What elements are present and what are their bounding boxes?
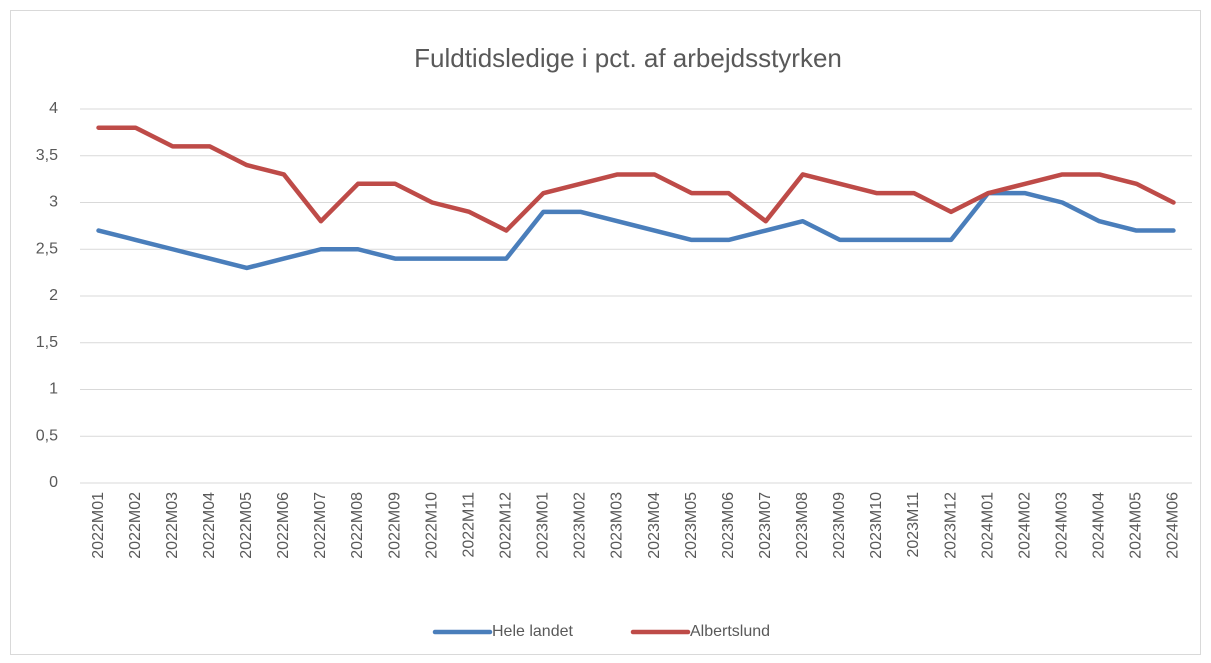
x-tick-label: 2023M08	[794, 492, 811, 559]
y-tick-label: 4	[49, 100, 58, 117]
y-tick-label: 3,5	[36, 147, 58, 164]
y-tick-label: 2	[49, 287, 58, 304]
x-tick-label: 2023M06	[720, 492, 737, 559]
x-tick-label: 2024M05	[1128, 492, 1145, 559]
series-line	[96, 125, 1176, 233]
x-tick-label: 2022M12	[497, 492, 514, 559]
x-tick-label: 2022M09	[386, 492, 403, 559]
x-tick-label: 2022M08	[349, 492, 366, 559]
x-tick-label: 2022M07	[312, 492, 329, 559]
x-tick-label: 2024M03	[1053, 492, 1070, 559]
x-tick-label: 2022M01	[90, 492, 107, 559]
x-tick-label: 2022M03	[164, 492, 181, 559]
y-tick-label: 1	[49, 381, 58, 398]
y-tick-label: 3	[49, 194, 58, 211]
x-tick-label: 2022M02	[127, 492, 144, 559]
x-tick-label: 2023M04	[646, 492, 663, 559]
legend-label: Albertslund	[690, 623, 770, 640]
chart-title: Fuldtidsledige i pct. af arbejdsstyrken	[414, 43, 842, 73]
x-tick-label: 2022M04	[201, 492, 218, 559]
x-tick-label: 2022M05	[238, 492, 255, 559]
x-tick-label: 2023M07	[757, 492, 774, 559]
x-tick-label: 2024M02	[1016, 492, 1033, 559]
x-tick-label: 2022M11	[460, 492, 477, 558]
x-tick-label: 2022M10	[423, 492, 440, 559]
x-tick-label: 2023M11	[905, 492, 922, 558]
x-tick-label: 2023M12	[942, 492, 959, 559]
x-tick-label: 2023M01	[535, 492, 552, 559]
x-tick-label: 2024M04	[1091, 492, 1108, 559]
x-tick-label: 2022M06	[275, 492, 292, 559]
chart-border	[10, 10, 1201, 655]
y-tick-label: 2,5	[36, 240, 58, 257]
x-tick-label: 2023M10	[868, 492, 885, 559]
x-tick-label: 2023M02	[572, 492, 589, 559]
x-tick-label: 2023M09	[831, 492, 848, 559]
y-tick-label: 0,5	[36, 427, 58, 444]
x-tick-label: 2024M01	[979, 492, 996, 559]
y-tick-label: 1,5	[36, 334, 58, 351]
y-tick-label: 0	[49, 474, 58, 491]
x-tick-label: 2023M05	[683, 492, 700, 559]
x-tick-label: 2023M03	[609, 492, 626, 559]
legend-label: Hele landet	[492, 623, 574, 640]
x-tick-label: 2024M06	[1165, 492, 1182, 559]
